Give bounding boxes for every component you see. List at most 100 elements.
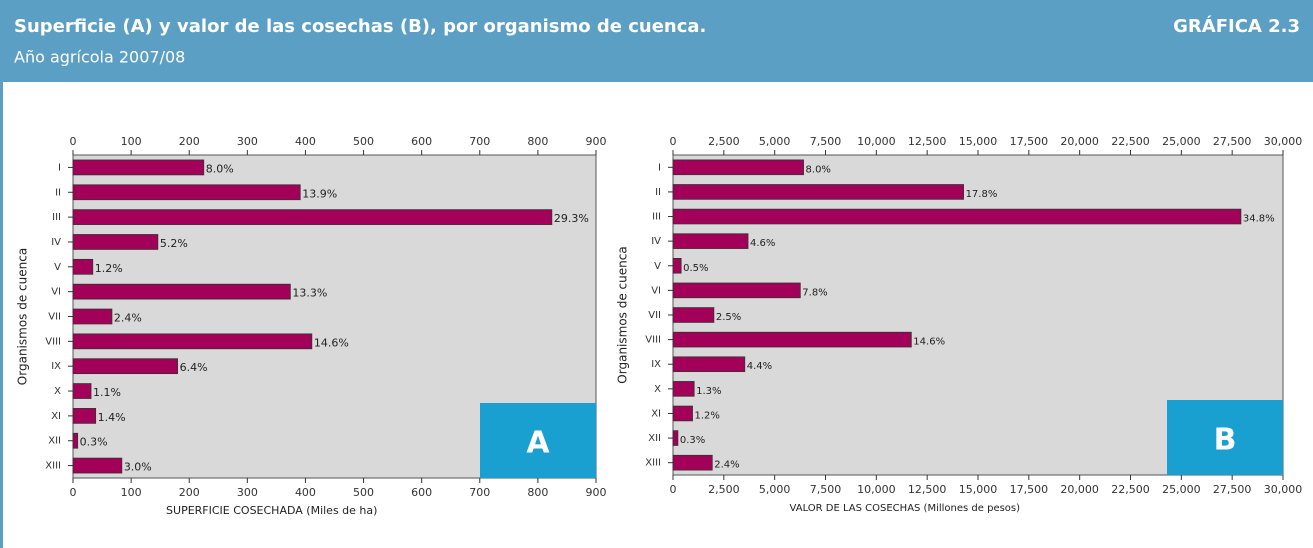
y-tick-label: IV bbox=[651, 236, 661, 247]
y-tick-label: II bbox=[655, 187, 661, 198]
data-label: 6.4% bbox=[180, 361, 208, 374]
x-tick-label: 0 bbox=[70, 135, 77, 148]
x-tick-label: 22,500 bbox=[1111, 483, 1150, 496]
y-tick-label: XI bbox=[51, 411, 61, 422]
x-tick-label: 200 bbox=[179, 135, 200, 148]
data-label: 1.1% bbox=[93, 386, 121, 399]
x-tick-label: 5,000 bbox=[759, 483, 791, 496]
y-tick-label: VIII bbox=[45, 336, 61, 347]
y-tick-label: VI bbox=[51, 287, 61, 298]
data-label: 0.3% bbox=[680, 435, 705, 446]
bar bbox=[72, 457, 123, 474]
x-tick-label: 25,000 bbox=[1162, 483, 1201, 496]
y-axis-label: Organismos de cuenca bbox=[616, 246, 630, 383]
data-label: 5.2% bbox=[160, 237, 188, 250]
left-border bbox=[0, 82, 3, 548]
data-label: 13.3% bbox=[292, 287, 327, 300]
data-label: 1.4% bbox=[98, 411, 126, 424]
data-label: 14.6% bbox=[314, 336, 349, 349]
data-label: 2.5% bbox=[716, 312, 741, 323]
x-tick-label: 500 bbox=[353, 486, 374, 499]
bar bbox=[72, 234, 159, 250]
y-tick-label: V bbox=[54, 262, 61, 273]
x-axis-label: VALOR DE LAS COSECHAS (Millones de pesos… bbox=[790, 503, 1021, 514]
x-tick-label: 5,000 bbox=[759, 135, 791, 148]
bar bbox=[72, 184, 301, 201]
x-tick-label: 900 bbox=[586, 135, 607, 148]
x-tick-label: 15,000 bbox=[959, 483, 998, 496]
x-tick-label: 800 bbox=[527, 486, 548, 499]
bar bbox=[672, 405, 693, 422]
x-tick-label: 10,000 bbox=[857, 483, 896, 496]
x-tick-label: 300 bbox=[237, 135, 258, 148]
y-tick-label: XII bbox=[648, 433, 661, 444]
panel-box bbox=[480, 403, 596, 478]
data-label: 1.2% bbox=[95, 262, 123, 275]
y-tick-label: VII bbox=[648, 310, 661, 321]
bar bbox=[672, 307, 715, 323]
y-tick-label: VI bbox=[651, 285, 661, 296]
bar bbox=[72, 383, 92, 399]
x-tick-label: 0 bbox=[670, 135, 677, 148]
y-tick-label: XII bbox=[48, 436, 61, 447]
panel-letter: B bbox=[1214, 423, 1237, 458]
x-tick-label: 100 bbox=[121, 135, 142, 148]
x-tick-label: 500 bbox=[353, 135, 374, 148]
data-label: 14.6% bbox=[913, 337, 945, 348]
data-label: 1.3% bbox=[696, 386, 721, 397]
bar bbox=[72, 408, 97, 424]
y-tick-label: VIII bbox=[645, 335, 661, 346]
y-tick-label: XI bbox=[651, 408, 661, 419]
bar bbox=[672, 430, 679, 446]
figure-label: GRÁFICA 2.3 bbox=[1173, 15, 1300, 37]
x-tick-label: 30,000 bbox=[1264, 135, 1303, 148]
x-tick-label: 300 bbox=[237, 486, 258, 499]
x-tick-label: 15,000 bbox=[959, 135, 998, 148]
x-tick-label: 12,500 bbox=[908, 483, 947, 496]
data-label: 17.8% bbox=[966, 189, 998, 200]
y-tick-label: IX bbox=[651, 359, 661, 370]
data-label: 0.3% bbox=[80, 436, 108, 449]
header-subtitle: Año agrícola 2007/08 bbox=[14, 48, 185, 67]
data-label: 2.4% bbox=[114, 312, 142, 325]
x-tick-label: 2,500 bbox=[708, 135, 740, 148]
y-tick-label: III bbox=[52, 212, 61, 223]
x-tick-label: 800 bbox=[527, 135, 548, 148]
data-label: 4.6% bbox=[750, 238, 775, 249]
y-tick-label: VII bbox=[48, 312, 61, 323]
bar bbox=[72, 432, 79, 449]
x-tick-label: 200 bbox=[179, 486, 200, 499]
x-tick-label: 600 bbox=[411, 135, 432, 148]
x-tick-label: 7,500 bbox=[810, 483, 842, 496]
data-label: 3.0% bbox=[124, 461, 152, 474]
y-tick-label: III bbox=[652, 212, 661, 223]
bar bbox=[72, 283, 291, 300]
x-axis-label: SUPERFICIE COSECHADA (Miles de ha) bbox=[166, 504, 377, 517]
x-tick-label: 100 bbox=[121, 486, 142, 499]
data-label: 4.4% bbox=[747, 361, 772, 372]
y-tick-label: I bbox=[58, 162, 61, 173]
x-tick-label: 7,500 bbox=[810, 135, 842, 148]
x-tick-label: 0 bbox=[70, 486, 77, 499]
x-tick-label: 10,000 bbox=[857, 135, 896, 148]
data-label: 13.9% bbox=[302, 187, 337, 200]
x-tick-label: 900 bbox=[586, 486, 607, 499]
x-tick-label: 22,500 bbox=[1111, 135, 1150, 148]
bar bbox=[72, 258, 94, 275]
data-label: 0.5% bbox=[683, 263, 708, 274]
x-tick-label: 700 bbox=[469, 135, 490, 148]
bar bbox=[672, 257, 682, 274]
x-tick-label: 27,500 bbox=[1213, 135, 1252, 148]
x-tick-label: 17,500 bbox=[1010, 483, 1049, 496]
x-tick-label: 17,500 bbox=[1010, 135, 1049, 148]
bar bbox=[72, 159, 205, 176]
y-tick-label: X bbox=[654, 384, 661, 395]
bar bbox=[672, 233, 749, 249]
x-tick-label: 0 bbox=[670, 483, 677, 496]
y-axis-label: Organismos de cuenca bbox=[16, 248, 30, 385]
x-tick-label: 600 bbox=[411, 486, 432, 499]
x-tick-label: 25,000 bbox=[1162, 135, 1201, 148]
x-tick-label: 30,000 bbox=[1264, 483, 1303, 496]
bar bbox=[672, 381, 695, 397]
panel-box bbox=[1167, 400, 1283, 475]
